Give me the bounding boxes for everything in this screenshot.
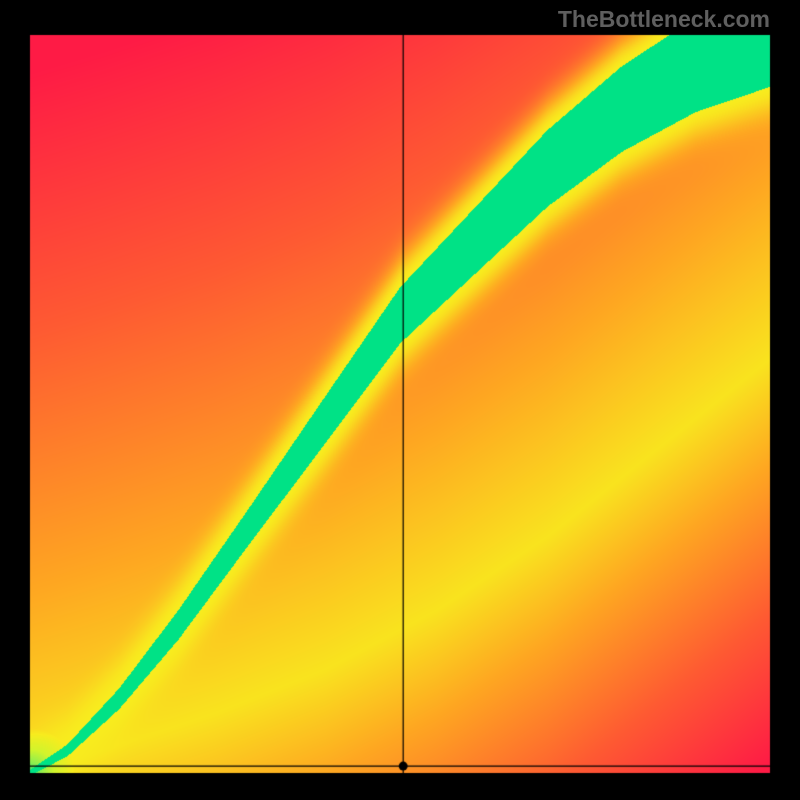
bottleneck-heatmap [0, 0, 800, 800]
attribution-label: TheBottleneck.com [558, 6, 770, 33]
